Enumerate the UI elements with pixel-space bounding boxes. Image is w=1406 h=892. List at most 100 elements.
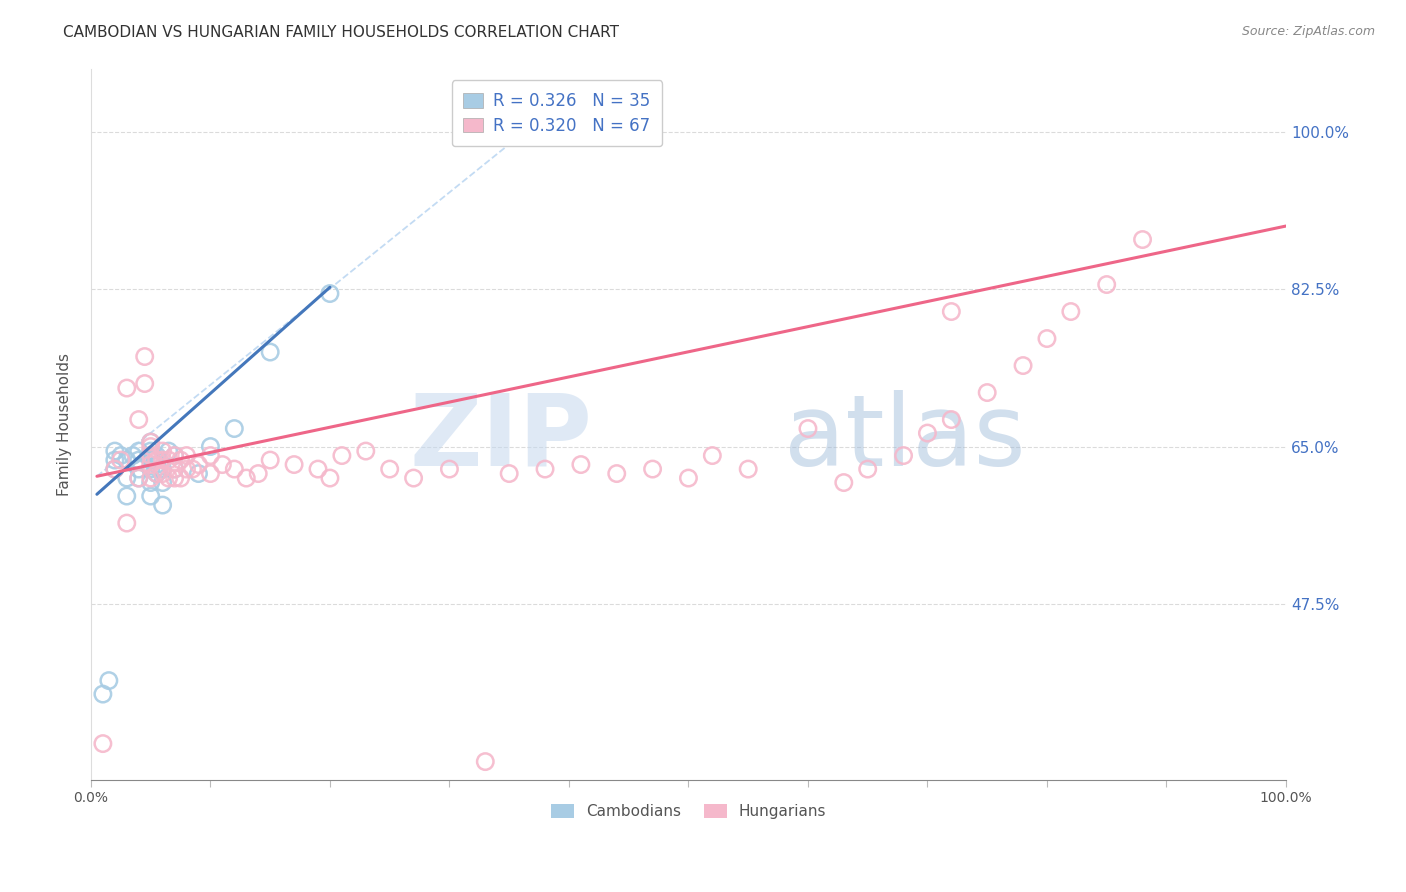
Point (139, 489, 162, 503)
Point (139, 453, 162, 467)
Point (678, 471, 700, 485)
Point (104, 462, 127, 476)
Point (110, 449, 132, 463)
Text: ZIP: ZIP (411, 390, 593, 487)
Point (941, 304, 963, 318)
Point (115, 453, 138, 467)
Point (247, 467, 270, 481)
Point (145, 453, 167, 467)
Point (139, 449, 162, 463)
Point (145, 449, 167, 463)
Y-axis label: Family Households: Family Households (58, 352, 72, 496)
Point (307, 462, 329, 476)
Point (139, 462, 162, 476)
Point (91, 737, 114, 751)
Point (110, 453, 132, 467)
Point (259, 453, 281, 467)
Point (474, 755, 496, 769)
Point (139, 458, 162, 472)
Point (91, 687, 114, 701)
Point (569, 458, 592, 472)
Point (121, 449, 143, 463)
Point (917, 425, 939, 440)
Point (152, 453, 174, 467)
Point (115, 489, 138, 503)
Point (128, 453, 150, 467)
Point (187, 458, 209, 472)
Point (128, 462, 150, 476)
Point (134, 350, 156, 364)
Point (139, 440, 162, 454)
Point (104, 444, 127, 458)
Point (941, 412, 963, 426)
Point (115, 516, 138, 530)
Point (145, 467, 167, 481)
Point (187, 467, 209, 481)
Text: Source: ZipAtlas.com: Source: ZipAtlas.com (1241, 25, 1375, 38)
Point (1036, 332, 1059, 346)
Point (169, 453, 191, 467)
Point (157, 453, 180, 467)
Point (163, 462, 186, 476)
Text: atlas: atlas (785, 390, 1025, 487)
Point (641, 462, 664, 476)
Point (152, 467, 174, 481)
Point (152, 498, 174, 512)
Point (402, 471, 425, 485)
Point (354, 444, 377, 458)
Point (737, 462, 759, 476)
Point (104, 453, 127, 467)
Point (139, 444, 162, 458)
Point (176, 449, 198, 463)
Point (152, 475, 174, 490)
Point (200, 467, 222, 481)
Point (115, 471, 138, 485)
Point (319, 286, 342, 301)
Point (330, 449, 353, 463)
Point (181, 462, 204, 476)
Point (1132, 233, 1154, 247)
Point (163, 449, 186, 463)
Point (163, 449, 186, 463)
Point (498, 467, 520, 481)
Point (797, 421, 820, 435)
Point (157, 444, 180, 458)
Point (128, 471, 150, 485)
Point (176, 462, 198, 476)
Point (976, 385, 998, 400)
Point (145, 458, 167, 472)
Point (832, 475, 855, 490)
Point (378, 462, 401, 476)
Point (702, 449, 724, 463)
Point (163, 462, 186, 476)
Point (224, 462, 246, 476)
Point (139, 435, 162, 450)
Point (139, 475, 162, 490)
Point (1095, 277, 1118, 292)
Point (200, 449, 222, 463)
Point (139, 435, 162, 450)
Point (439, 462, 461, 476)
Text: CAMBODIAN VS HUNGARIAN FAMILY HOUSEHOLDS CORRELATION CHART: CAMBODIAN VS HUNGARIAN FAMILY HOUSEHOLDS… (63, 25, 619, 40)
Point (97, 673, 120, 688)
Point (163, 471, 186, 485)
Point (283, 458, 305, 472)
Point (128, 412, 150, 426)
Point (224, 421, 246, 435)
Point (319, 471, 342, 485)
Point (534, 462, 557, 476)
Point (1012, 359, 1035, 373)
Point (139, 471, 162, 485)
Point (893, 449, 915, 463)
Legend: Cambodians, Hungarians: Cambodians, Hungarians (544, 798, 832, 825)
Point (128, 444, 150, 458)
Point (104, 462, 127, 476)
Point (200, 440, 222, 454)
Point (134, 376, 156, 391)
Point (145, 467, 167, 481)
Point (152, 444, 174, 458)
Point (606, 467, 628, 481)
Point (169, 471, 191, 485)
Point (115, 381, 138, 395)
Point (235, 471, 257, 485)
